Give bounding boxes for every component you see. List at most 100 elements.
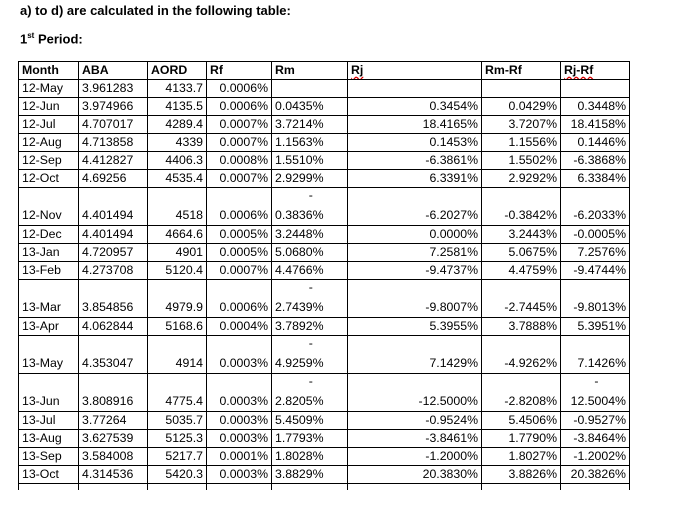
cell-rf-value: 0.0003% (219, 431, 268, 445)
cell-rf-value: 0.0006% (219, 99, 268, 113)
cell-month: 13-Mar (18, 279, 79, 318)
cell-month-value: 12-Sep (22, 153, 62, 167)
table-row: 13-Mar 3.854856 4979.9 0.0006% - 2.7439% -9.80… (18, 279, 630, 318)
cell-month: 13-Apr (18, 317, 79, 336)
cell-aord: 4775.4 (147, 373, 207, 412)
cell-rm-rf-value: 3.8826% (508, 467, 557, 481)
cell-rm-value: 3.8829% (275, 467, 324, 481)
cell-aba-value: 4.062844 (82, 319, 134, 333)
cell-rf: 0.0003% (206, 465, 272, 484)
cell-rj: 20.3830% (347, 465, 482, 484)
cell-month-value: 13-Jun (22, 394, 60, 408)
cell-rm-rf: 3.7888% (481, 317, 561, 336)
cell-aba-value: 4.401494 (82, 208, 134, 222)
cell-rj-rf-value: -6.2033% (573, 208, 626, 222)
cell-rm-value: 3.7214% (275, 117, 324, 131)
cell-rj-rf (560, 79, 630, 98)
cell-month-value: 13-Jul (22, 413, 56, 427)
cell-month: 12-Aug (18, 133, 79, 152)
cell-rj-rf: -0.0005% (560, 225, 630, 244)
cell-aord-value: 4775.4 (165, 394, 203, 408)
cell-aord-value: 5120.4 (165, 263, 203, 277)
cell-rm-value: 3.7892% (275, 319, 324, 333)
cell-rj-rf: -6.3868% (560, 151, 630, 170)
table-row: 13-Jan 4.720957 4901 0.0005% 5.0680% 7.2581% 5… (18, 243, 630, 262)
table-row: 13-Jul 3.77264 5035.7 0.0003% 5.4509% -0.9524… (18, 411, 630, 430)
cell-rj-value: 20.3830% (422, 467, 478, 481)
cell-rm-rf: -2.7445% (481, 279, 561, 318)
cell-month-value: 12-Dec (22, 227, 62, 241)
cell-aord-value: 5420.3 (165, 467, 203, 481)
cell-rm: 5.0680% (271, 243, 348, 262)
header-month: Month (18, 61, 79, 80)
cell-rm-value: 3.2448% (275, 227, 324, 241)
cell-rf: 0.0003% (206, 373, 272, 412)
cell-rj-rf-value: -9.8013% (573, 300, 626, 314)
table-row: 13-Jun 3.808916 4775.4 0.0003% -2.8205% -12.5… (18, 373, 630, 412)
cell-aord-value: 4914 (175, 356, 203, 370)
cell-aba-value: 4.69256 (82, 171, 127, 185)
header-rj-text: Rj (351, 63, 364, 77)
header-rm-rf: Rm-Rf (481, 61, 561, 80)
cell-rm-value: 1.8028% (275, 449, 324, 463)
cell-rf: 0.0006% (206, 79, 272, 98)
table-row: 13-May 4.353047 4914 0.0003% - 4.9259% 7.1429%… (18, 335, 630, 374)
cell-aord-value: 5035.7 (165, 413, 203, 427)
cell-aord: 5217.7 (147, 447, 207, 466)
cell-rm-rf: 4.4759% (481, 261, 561, 280)
cell-rj-rf-value: -1.2002% (573, 449, 626, 463)
header-rj: Rj (347, 61, 482, 80)
cell-rm: - 4.9259% (271, 335, 348, 374)
cell-month-value: 13-Mar (22, 300, 61, 314)
cell-rj-rf: 0.3448% (560, 97, 630, 116)
cell-rj-value: -12.5000% (418, 394, 478, 408)
cell-month: 12-Dec (18, 225, 79, 244)
cell-rf: 0.0001% (206, 447, 272, 466)
partial-cell (147, 483, 207, 490)
cell-month: 13-Jun (18, 373, 79, 412)
cell-aord-value: 4518 (175, 208, 203, 222)
cell-rm: 1.7793% (271, 429, 348, 448)
cell-aord: 4664.6 (147, 225, 207, 244)
cell-rj-value: 7.1429% (429, 356, 478, 370)
cell-month-value: 12-May (22, 81, 64, 95)
cell-rf-value: 0.0005% (219, 245, 268, 259)
cell-aba: 4.353047 (78, 335, 148, 374)
cell-rj-value: -0.9524% (425, 413, 478, 427)
cell-aba: 4.412827 (78, 151, 148, 170)
cell-rj: -9.4737% (347, 261, 482, 280)
cell-rj-rf: 5.3951% (560, 317, 630, 336)
cell-aba: 3.77264 (78, 411, 148, 430)
cell-rm-rf-value: -2.8208% (504, 394, 557, 408)
cell-rm: - 0.3836% (271, 187, 348, 226)
cell-month-value: 12-Jul (22, 117, 56, 131)
cell-rf-value: 0.0003% (219, 394, 268, 408)
cell-rm-value: 1.5510% (275, 153, 324, 167)
table-row: 12-May 3.961283 4133.7 0.0006% (18, 79, 630, 98)
cell-rj-value: -6.2027% (425, 208, 478, 222)
cell-rj-rf: - 12.5004% (560, 373, 630, 412)
cell-rf: 0.0004% (206, 317, 272, 336)
cell-aba: 4.314536 (78, 465, 148, 484)
cell-month-value: 12-Oct (22, 171, 59, 185)
table-row: 12-Jun 3.974966 4135.5 0.0006% 0.0435% 0.3454… (18, 97, 630, 116)
cell-rm: 1.1563% (271, 133, 348, 152)
cell-rm-rf: -4.9262% (481, 335, 561, 374)
cell-rm-rf-value: -4.9262% (504, 356, 557, 370)
cell-rm-rf-value: 5.4506% (508, 413, 557, 427)
period-number: 1 (20, 31, 28, 47)
cell-rj-value: 5.3955% (429, 319, 478, 333)
minus-sign: - (308, 280, 313, 295)
cell-rj: 7.1429% (347, 335, 482, 374)
cell-rm-rf-value: 0.0429% (508, 99, 557, 113)
cell-aord: 4914 (147, 335, 207, 374)
minus-sign: - (594, 374, 599, 389)
cell-rj: 5.3955% (347, 317, 482, 336)
cell-rf: 0.0008% (206, 151, 272, 170)
cell-aba: 3.584008 (78, 447, 148, 466)
cell-month-value: 12-Nov (22, 208, 62, 222)
cell-rj-value: 0.3454% (429, 99, 478, 113)
cell-rm-value: 4.4766% (275, 263, 324, 277)
cell-rm-rf-value: 3.2443% (508, 227, 557, 241)
cell-rm-rf-value: 3.7207% (508, 117, 557, 131)
